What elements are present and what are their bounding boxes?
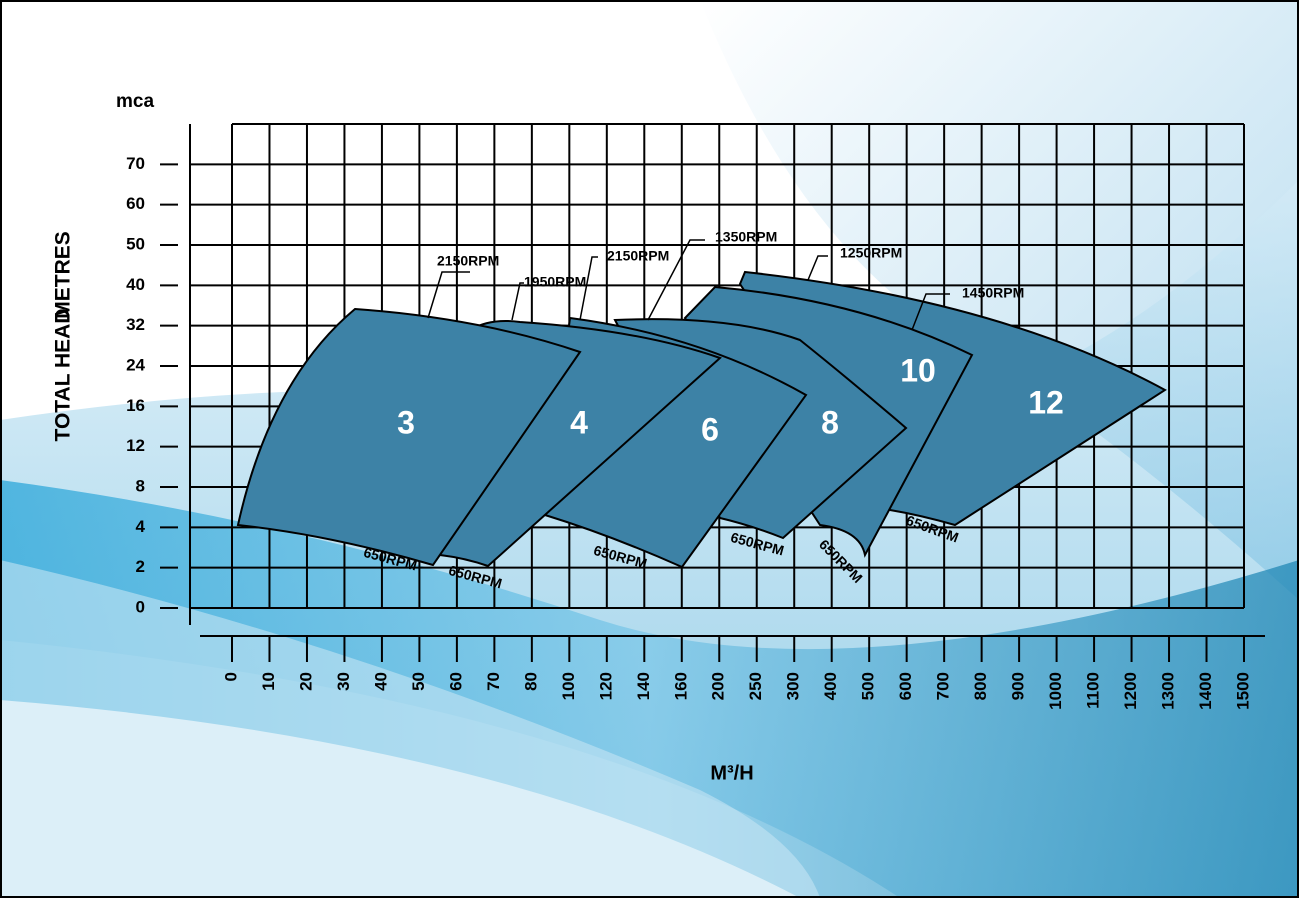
y-tick-label: 4 <box>136 517 146 536</box>
background-wave <box>0 480 1299 898</box>
x-tick-label: 160 <box>671 672 690 700</box>
y-tick-label: 50 <box>126 234 145 253</box>
x-tick-label: 600 <box>896 672 915 700</box>
x-tick-label: 140 <box>634 672 653 700</box>
x-tick-label: 500 <box>859 672 878 700</box>
regions: 12 10 8 6 4 3 <box>236 270 1167 569</box>
y-unit: mca <box>116 91 154 112</box>
y-tick-label: 70 <box>126 154 145 173</box>
x-tick-label: 800 <box>971 672 990 700</box>
leader-line <box>647 239 705 321</box>
max-speed-label: 1350RPM <box>715 229 777 245</box>
x-tick-label: 0 <box>221 672 240 681</box>
max-speed-label: 2150RPM <box>437 253 499 269</box>
y-axis-title: TOTAL HEAD <box>52 308 75 441</box>
x-tick-label: 70 <box>484 672 503 691</box>
y-tick-label: 60 <box>126 194 145 213</box>
region-label: 6 <box>701 411 719 447</box>
x-tick-label: 50 <box>409 672 428 691</box>
max-speed-label: 1450RPM <box>962 285 1024 301</box>
x-tick-label: 30 <box>334 672 353 691</box>
x-tick-label: 1400 <box>1196 672 1215 710</box>
max-speed-label: 2150RPM <box>607 248 669 264</box>
y-tick-label: 16 <box>126 396 145 415</box>
x-tick-label: 1000 <box>1046 672 1065 710</box>
x-tick-label: 1300 <box>1159 672 1178 710</box>
x-tick-label: 1500 <box>1233 672 1252 710</box>
max-speed-label: 1250RPM <box>840 245 902 261</box>
y-tick-label: 2 <box>136 557 145 576</box>
x-tick-label: 400 <box>821 672 840 700</box>
x-tick-label: 200 <box>709 672 728 700</box>
region-label: 10 <box>900 352 936 388</box>
y-tick-label: 32 <box>126 315 145 334</box>
x-tick-label: 40 <box>371 672 390 691</box>
x-tick-label: 100 <box>559 672 578 700</box>
leader-line <box>807 255 828 281</box>
x-tick-label: 20 <box>296 672 315 691</box>
x-axis-title: M³/H <box>710 762 753 784</box>
leader-line <box>511 282 524 321</box>
x-tick-label: 250 <box>746 672 765 700</box>
y-tick-label: 12 <box>126 436 145 455</box>
pump-region <box>236 307 582 567</box>
x-tick-label: 1200 <box>1121 672 1140 710</box>
x-tick-label: 300 <box>784 672 803 700</box>
leader-line <box>427 271 470 319</box>
leader-line <box>911 293 950 331</box>
y-tick-label: 24 <box>126 355 145 374</box>
y-tick-label: 8 <box>136 476 145 495</box>
region-label: 8 <box>821 404 839 440</box>
leader-line <box>579 256 598 321</box>
x-tick-label: 80 <box>521 672 540 691</box>
background-wave <box>0 560 820 898</box>
x-tick-label: 60 <box>446 672 465 691</box>
x-tick-label: 10 <box>259 672 278 691</box>
region-label: 3 <box>397 404 415 440</box>
x-tick-label: 1100 <box>1084 672 1103 709</box>
max-speed-label: 1950RPM <box>524 274 586 290</box>
x-tick-label: 900 <box>1009 672 1028 700</box>
y-tick-label: 40 <box>126 275 145 294</box>
region-label: 4 <box>570 404 588 440</box>
region-label: 12 <box>1028 384 1064 420</box>
x-tick-label: 120 <box>596 672 615 700</box>
y-axis-title: METRES <box>52 231 75 319</box>
y-tick-label: 0 <box>136 597 145 616</box>
x-tick-label: 700 <box>934 672 953 700</box>
